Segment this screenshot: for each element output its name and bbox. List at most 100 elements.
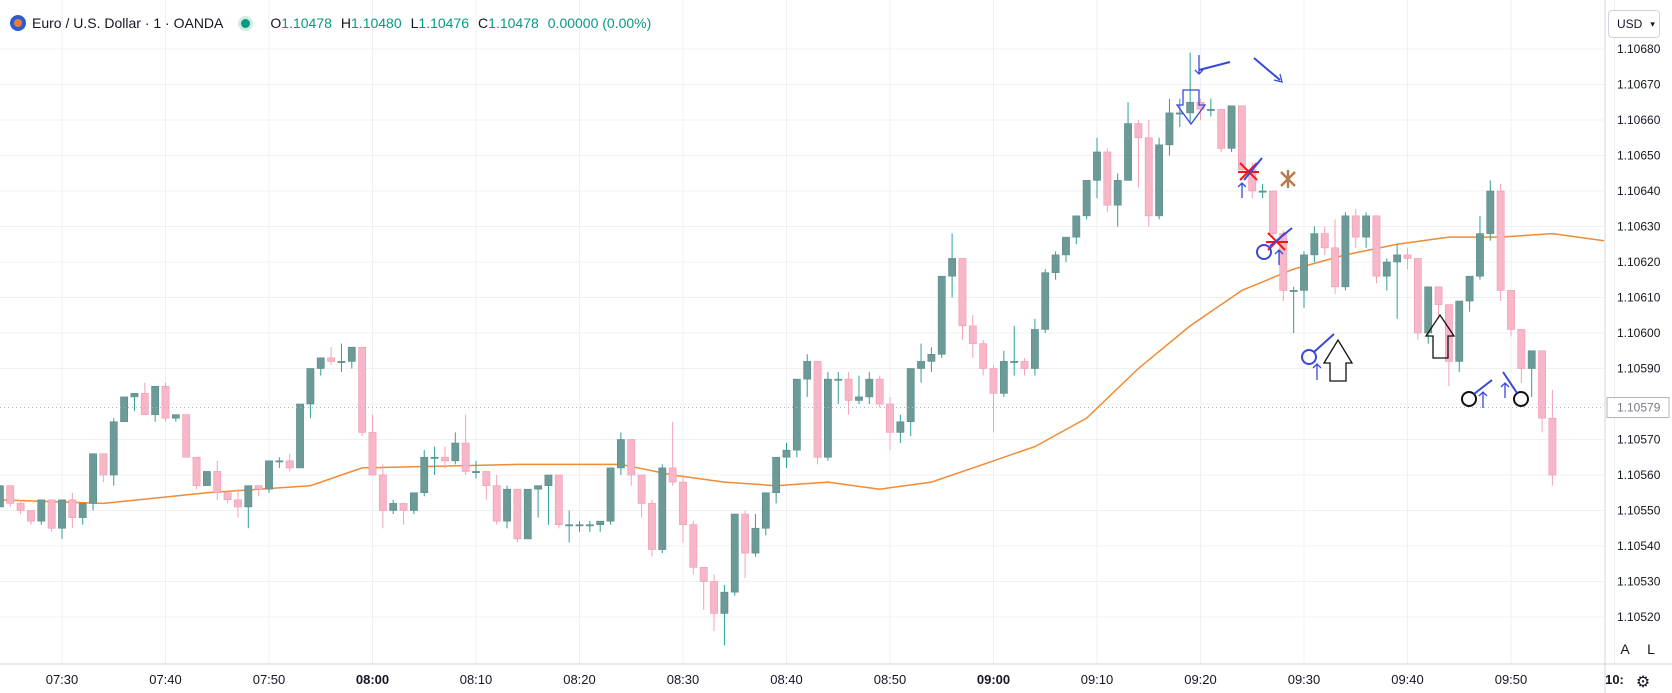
candle-body (99, 453, 108, 476)
candle-body (989, 368, 998, 394)
candle-body (151, 385, 160, 415)
candle (244, 485, 253, 529)
candle-body (1134, 123, 1143, 139)
candle-body (803, 361, 812, 380)
low-label: L (410, 15, 419, 31)
annotation-circle (1301, 349, 1317, 365)
settings-gear-icon[interactable]: ⚙ (1635, 674, 1651, 691)
auto-scale-button[interactable]: A (1620, 641, 1630, 657)
drawing-annotations (1175, 55, 1529, 408)
candle (89, 453, 97, 511)
symbol-legend: Euro / U.S. Dollar · 1 · OANDA O 1.10478 … (10, 12, 660, 34)
time-tick-label: 08:20 (563, 672, 596, 687)
candle (1155, 137, 1163, 220)
price-tick-label: 1.10520 (1617, 610, 1661, 624)
candle-body (1113, 180, 1122, 206)
candle (316, 357, 325, 376)
price-tick-label: 1.10550 (1617, 504, 1661, 518)
annotation-arrow-up-small (1194, 55, 1204, 75)
candle (948, 233, 956, 298)
candle (1331, 219, 1339, 294)
candle (1031, 318, 1039, 376)
candle-body (958, 258, 967, 327)
currency-button[interactable]: USD ▾ (1608, 10, 1660, 38)
candle (337, 343, 346, 373)
candle-body (409, 492, 418, 511)
candle-body (37, 499, 46, 522)
time-tick-label: 07:50 (253, 672, 286, 687)
time-tick-label: 08:30 (667, 672, 700, 687)
symbol-title[interactable]: Euro / U.S. Dollar · 1 · OANDA (32, 15, 224, 31)
candle-body (275, 460, 284, 463)
candle (1051, 251, 1060, 280)
time-tick-label: 08:40 (770, 672, 803, 687)
candle (78, 503, 87, 525)
price-tick-label: 1.10540 (1617, 539, 1661, 553)
log-scale-button[interactable]: L (1647, 641, 1655, 657)
candle (761, 492, 770, 536)
candle (803, 354, 812, 397)
candle (1258, 183, 1267, 199)
candle (16, 499, 25, 515)
candle-body (492, 485, 501, 522)
candle-body (296, 403, 304, 469)
candle (482, 471, 491, 500)
candle-body (1103, 151, 1112, 206)
candle-body (792, 378, 801, 451)
candle-body (1486, 190, 1495, 234)
high-label: H (340, 15, 352, 31)
candle-body (316, 357, 325, 369)
candle (306, 368, 315, 419)
price-tick-label: 1.10570 (1617, 433, 1661, 447)
candle-body (378, 474, 387, 511)
candle-body (171, 414, 180, 419)
annotation-circle (1461, 391, 1477, 407)
candle (730, 513, 739, 596)
market-status-icon[interactable] (241, 18, 251, 28)
annotation-stroke (1198, 61, 1231, 71)
candle (999, 350, 1008, 397)
candle-body (534, 485, 542, 490)
candle (140, 382, 149, 415)
candle-body (1227, 105, 1236, 149)
candle (203, 471, 211, 486)
candle (989, 364, 998, 433)
moving-average (0, 232, 1605, 505)
candle (720, 585, 729, 646)
candle (1082, 180, 1091, 220)
candle (58, 499, 66, 539)
candle-body (451, 442, 460, 462)
candle (1124, 102, 1132, 181)
candle (637, 474, 646, 518)
candle (585, 521, 594, 532)
time-tick-label: 09:00 (977, 672, 1010, 687)
candle-body (399, 503, 408, 511)
candle-body (347, 346, 356, 362)
candle (1217, 109, 1226, 152)
candle-body (306, 368, 315, 405)
annotation-stroke (1269, 227, 1293, 247)
candle (565, 510, 574, 543)
candle (865, 372, 874, 404)
candle-body (855, 396, 863, 401)
candle (792, 378, 801, 458)
candle (1093, 137, 1101, 199)
candle-body (1476, 233, 1484, 277)
candle (27, 510, 35, 525)
time-tick-label: 07:30 (46, 672, 79, 687)
candle (844, 372, 853, 415)
candle (182, 414, 191, 458)
candle-body (1020, 361, 1029, 369)
candle (6, 485, 15, 507)
candle-body (1010, 361, 1019, 363)
candle (285, 453, 294, 472)
candle (1206, 98, 1215, 117)
candle-body (1082, 180, 1091, 217)
candle (327, 347, 335, 365)
candle (120, 396, 128, 423)
candle-body (1382, 261, 1391, 277)
price-tick-label: 1.10610 (1617, 291, 1661, 305)
candle (658, 464, 667, 554)
